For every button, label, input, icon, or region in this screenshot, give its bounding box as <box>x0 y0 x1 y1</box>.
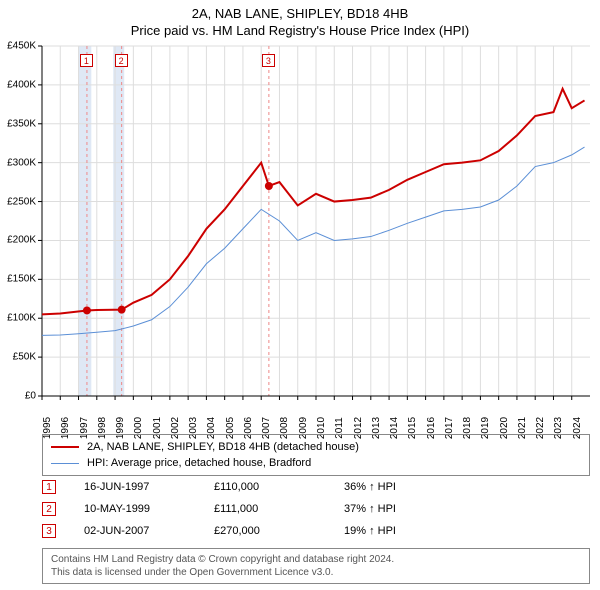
sale-row-marker: 1 <box>42 480 56 494</box>
sale-row: 1 16-JUN-1997£110,00036% ↑ HPI <box>42 476 590 498</box>
sale-delta: 36% ↑ HPI <box>344 481 474 493</box>
y-tick-label: £50K <box>13 352 36 363</box>
y-tick-label: £350K <box>7 118 36 129</box>
legend: 2A, NAB LANE, SHIPLEY, BD18 4HB (detache… <box>42 434 590 476</box>
sale-marker-2: 2 <box>115 54 128 67</box>
sale-date: 02-JUN-2007 <box>84 525 214 537</box>
footer-line2: This data is licensed under the Open Gov… <box>51 566 581 579</box>
title-address: 2A, NAB LANE, SHIPLEY, BD18 4HB <box>0 6 600 21</box>
y-tick-label: £200K <box>7 235 36 246</box>
sale-date: 10-MAY-1999 <box>84 503 214 515</box>
title-block: 2A, NAB LANE, SHIPLEY, BD18 4HB Price pa… <box>0 0 600 40</box>
legend-swatch-property <box>51 446 79 448</box>
chart-container: 2A, NAB LANE, SHIPLEY, BD18 4HB Price pa… <box>0 0 600 590</box>
legend-swatch-hpi <box>51 463 79 464</box>
y-tick-label: £100K <box>7 313 36 324</box>
sale-row-marker: 2 <box>42 502 56 516</box>
sale-row-marker: 3 <box>42 524 56 538</box>
legend-row-property: 2A, NAB LANE, SHIPLEY, BD18 4HB (detache… <box>51 439 581 455</box>
y-axis: £0£50K£100K£150K£200K£250K£300K£350K£400… <box>0 46 40 396</box>
x-axis: 1995199619971998199920002001200220032004… <box>42 398 590 434</box>
sale-delta: 19% ↑ HPI <box>344 525 474 537</box>
sale-price: £111,000 <box>214 503 344 515</box>
sale-row: 3 02-JUN-2007£270,00019% ↑ HPI <box>42 520 590 542</box>
footer-note: Contains HM Land Registry data © Crown c… <box>42 548 590 584</box>
y-tick-label: £450K <box>7 41 36 52</box>
legend-row-hpi: HPI: Average price, detached house, Brad… <box>51 455 581 471</box>
y-tick-label: £300K <box>7 157 36 168</box>
y-tick-label: £0 <box>25 391 36 402</box>
sales-table: 1 16-JUN-1997£110,00036% ↑ HPI 2 10-MAY-199… <box>42 476 590 542</box>
y-tick-label: £250K <box>7 196 36 207</box>
sale-marker-1: 1 <box>80 54 93 67</box>
chart-area: 1 2 3 <box>42 46 590 396</box>
sale-delta: 37% ↑ HPI <box>344 503 474 515</box>
title-subtitle: Price paid vs. HM Land Registry's House … <box>0 23 600 38</box>
footer-line1: Contains HM Land Registry data © Crown c… <box>51 553 581 566</box>
legend-label-property: 2A, NAB LANE, SHIPLEY, BD18 4HB (detache… <box>87 441 359 453</box>
legend-label-hpi: HPI: Average price, detached house, Brad… <box>87 457 311 469</box>
sale-price: £110,000 <box>214 481 344 493</box>
y-tick-label: £400K <box>7 79 36 90</box>
sale-row: 2 10-MAY-1999£111,00037% ↑ HPI <box>42 498 590 520</box>
sale-marker-3: 3 <box>262 54 275 67</box>
chart-svg <box>42 46 590 396</box>
sale-date: 16-JUN-1997 <box>84 481 214 493</box>
sale-price: £270,000 <box>214 525 344 537</box>
y-tick-label: £150K <box>7 274 36 285</box>
